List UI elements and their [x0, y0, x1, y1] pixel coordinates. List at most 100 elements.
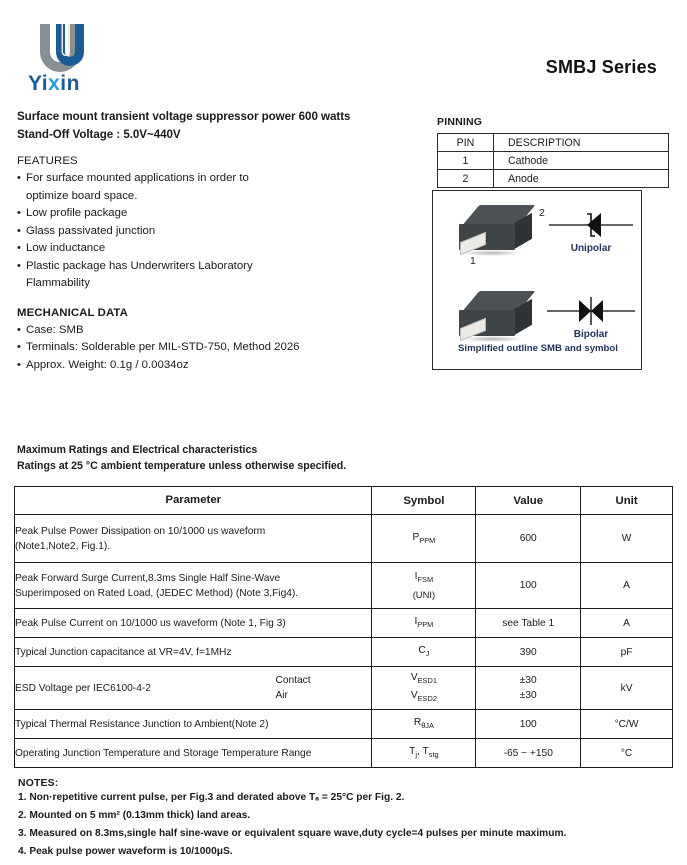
table-row: Peak Forward Surge Current,8.3ms Single …: [13, 562, 673, 609]
nested-u-logo-icon: [34, 22, 98, 74]
pinning-table: PIN DESCRIPTION 1 Cathode 2 Anode: [437, 133, 669, 188]
value-line-1: ±30: [519, 675, 537, 686]
cell-symbol: RθJA: [371, 709, 477, 739]
table-row: ESD Voltage per IEC6100-4-2 Contact Air …: [13, 666, 673, 710]
cell-parameter: Typical Junction capacitance at VR=4V, f…: [13, 637, 373, 667]
column-header-pin: PIN: [437, 133, 494, 152]
notes-heading: NOTES:: [18, 778, 59, 789]
symbol-extra: (UNI): [412, 589, 436, 601]
symbol-base-2: , T: [417, 746, 429, 758]
parameter-line-1: Typical Thermal Resistance Junction to A…: [15, 718, 269, 730]
symbol-subscript-2: stg: [428, 750, 439, 760]
bipolar-symbol: Bipolar: [543, 293, 639, 355]
table-row: 1 Cathode: [437, 151, 669, 170]
cell-symbol: Tj, Tstg: [371, 738, 477, 768]
symbol-subscript: J: [425, 649, 430, 659]
pin-1-label: 1: [470, 255, 476, 267]
cell-value: 390: [475, 637, 582, 667]
bidirectional-tvs-diode-icon: [547, 297, 635, 325]
headline-line-1: Surface mount transient voltage suppress…: [17, 110, 351, 123]
cell-symbol: VESD1 VESD2: [371, 666, 477, 710]
table-row: Typical Thermal Resistance Junction to A…: [13, 709, 673, 739]
cell-value: ±30 ±30: [475, 666, 582, 710]
note-item: 1. Non·repetitive current pulse, per Fig…: [18, 792, 405, 803]
cell-unit: kV: [580, 666, 673, 710]
parameter-right-line-2: Air: [275, 690, 288, 701]
symbol-base: T: [409, 746, 416, 758]
unipolar-label: Unipolar: [570, 243, 612, 254]
symbol-subscript: j: [415, 750, 418, 760]
cell-unit: A: [580, 562, 673, 609]
symbol-subscript: ESD1: [417, 676, 437, 685]
cell-value: 600: [475, 514, 582, 563]
package-shadow: [461, 250, 523, 256]
column-header-description: DESCRIPTION: [493, 133, 669, 152]
table-row: Typical Junction capacitance at VR=4V, f…: [13, 637, 673, 667]
page-header: Yixin SMBJ Series: [0, 0, 687, 100]
symbol-subscript-2: ESD2: [417, 694, 437, 704]
cell-pin: 1: [437, 151, 494, 170]
symbol-base: P: [412, 531, 420, 543]
cell-symbol: PPPM: [371, 514, 477, 563]
parameter-line-1: Peak Pulse Power Dissipation on 10/1000 …: [15, 525, 266, 537]
parameter-line-2: (Note1,Note2, Fig.1).: [15, 540, 111, 552]
notes-section: NOTES: 1. Non·repetitive current pulse, …: [18, 778, 678, 861]
cell-parameter: Peak Forward Surge Current,8.3ms Single …: [13, 562, 373, 609]
left-content-column: Surface mount transient voltage suppress…: [17, 108, 422, 374]
cell-value: -65 ~ +150: [475, 738, 582, 768]
product-headline: Surface mount transient voltage suppress…: [17, 108, 422, 144]
cell-symbol: CJ: [371, 637, 477, 667]
cell-unit: pF: [580, 637, 673, 667]
list-item: Plastic package has Underwriters Laborat…: [17, 258, 422, 293]
cell-parameter: Typical Thermal Resistance Junction to A…: [13, 709, 373, 739]
parameter-line-1: Peak Forward Surge Current,8.3ms Single …: [15, 572, 281, 584]
cell-unit: W: [580, 514, 673, 563]
ratings-heading-block: Maximum Ratings and Electrical character…: [17, 442, 517, 474]
parameter-right-line-1: Contact: [275, 675, 311, 686]
cell-symbol: IFSM (UNI): [371, 562, 477, 609]
parameter-line-1: Typical Junction capacitance at VR=4V, f…: [15, 646, 232, 658]
page-title: SMBJ Series: [545, 57, 657, 77]
column-header-parameter: Parameter: [13, 486, 373, 515]
cell-symbol: IPPM: [371, 608, 477, 638]
table-row: Operating Junction Temperature and Stora…: [13, 738, 673, 768]
value-line-2: ±30: [519, 690, 537, 701]
headline-line-2: Stand-Off Voltage : 5.0V~440V: [17, 128, 181, 141]
mechanical-data-heading: MECHANICAL DATA: [17, 306, 128, 319]
symbol-subscript: FSM: [417, 575, 434, 585]
list-item: Glass passivated junction: [17, 223, 422, 241]
unipolar-diagram-row: 2 1 Unipolar: [433, 197, 643, 277]
parameter-line-2: Superimposed on Rated Load, (JEDEC Metho…: [15, 587, 299, 599]
cell-value: see Table 1: [475, 608, 582, 638]
cell-parameter: Peak Pulse Power Dissipation on 10/1000 …: [13, 514, 373, 563]
cell-unit: °C: [580, 738, 673, 768]
parameter-line-1: ESD Voltage per IEC6100-4-2: [15, 682, 151, 694]
note-item: 3. Measured on 8.3ms,single half sine-wa…: [18, 828, 567, 839]
cell-unit: A: [580, 608, 673, 638]
cell-parameter: Peak Pulse Current on 10/1000 us wavefor…: [13, 608, 373, 638]
symbol-base: I: [414, 570, 418, 582]
symbol-base-2: V: [410, 690, 418, 701]
features-heading: FEATURES: [17, 155, 78, 167]
column-header-symbol: Symbol: [371, 486, 477, 515]
parameter-line-1: Peak Pulse Current on 10/1000 us wavefor…: [15, 617, 286, 629]
bipolar-label: Bipolar: [573, 329, 609, 340]
cell-value: 100: [475, 709, 582, 739]
symbol-subscript: PPM: [419, 536, 436, 546]
ratings-table: Parameter Symbol Value Unit Peak Pulse P…: [13, 486, 673, 768]
table-row: Peak Pulse Power Dissipation on 10/1000 …: [13, 514, 673, 563]
cell-description: Anode: [493, 169, 669, 188]
ratings-heading-line-1: Maximum Ratings and Electrical character…: [17, 444, 258, 456]
symbol-base: C: [418, 645, 426, 657]
table-header-row: PIN DESCRIPTION: [437, 133, 669, 152]
features-list: For surface mounted applications in orde…: [17, 170, 422, 293]
logo-wordmark-accent: x: [48, 72, 61, 95]
mechanical-data-list: Case: SMB Terminals: Solderable per MIL-…: [17, 322, 422, 375]
list-item: Terminals: Solderable per MIL-STD-750, M…: [17, 339, 422, 357]
list-item: Low profile package: [17, 205, 422, 223]
cell-parameter: Operating Junction Temperature and Stora…: [13, 738, 373, 768]
table-header-row: Parameter Symbol Value Unit: [13, 486, 673, 515]
symbol-subscript: θJA: [421, 721, 434, 731]
pinning-heading: PINNING: [437, 116, 483, 128]
zener-diode-icon: [549, 213, 633, 237]
